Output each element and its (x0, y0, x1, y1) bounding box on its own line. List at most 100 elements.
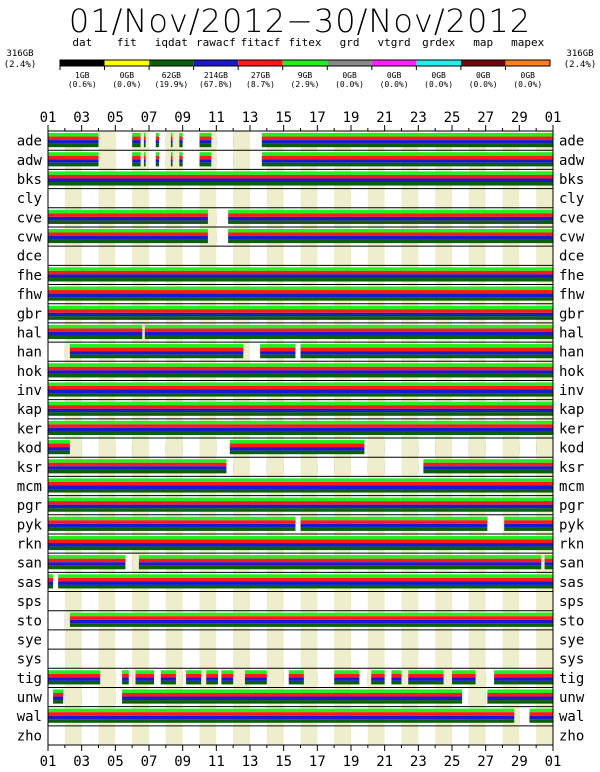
gap (300, 247, 318, 263)
gap (401, 650, 419, 666)
station-row-inv: inv inv (17, 382, 584, 401)
legend-label-iqdat: iqdat (155, 36, 188, 49)
gap (519, 727, 537, 743)
gap (317, 631, 335, 647)
gap (367, 650, 385, 666)
gap (165, 132, 171, 148)
station-label-right: ker (559, 421, 584, 437)
gap (300, 631, 318, 647)
data-stripe (48, 232, 553, 237)
gap (216, 727, 234, 743)
gap (367, 190, 385, 206)
station-row-bks: bks bks (17, 171, 584, 190)
legend-pct-dat: (0.6%) (68, 80, 97, 89)
gap (182, 132, 200, 148)
gap (218, 669, 222, 685)
gap (182, 593, 200, 609)
gap (485, 439, 503, 455)
gap (98, 151, 116, 167)
data-stripe (48, 389, 553, 394)
station-label-right: adw (559, 153, 585, 169)
gap (468, 688, 486, 705)
legend-size-fit: 0GB (120, 71, 135, 80)
data-stripe (48, 324, 553, 329)
station-row-tig: tig tig (17, 669, 584, 688)
legend-pct-iqdat: (19.9%) (155, 80, 189, 89)
legend-pct-mapex: (0.0%) (513, 80, 542, 89)
gap (536, 247, 553, 263)
gap (283, 190, 301, 206)
x-tick-label-top: 01 (545, 110, 562, 126)
data-stripe (48, 574, 553, 578)
x-tick-label-top: 27 (477, 110, 494, 126)
gap (64, 650, 82, 666)
gap (300, 593, 318, 609)
gap (216, 593, 234, 609)
station-label-left: adw (17, 153, 43, 169)
data-stripe (48, 363, 553, 367)
gap (81, 688, 99, 705)
station-row-gbr: gbr gbr (17, 305, 584, 324)
gap (351, 247, 368, 263)
gap (502, 439, 520, 455)
gap (199, 631, 217, 647)
gap (435, 727, 452, 743)
gap (317, 190, 335, 206)
gap (452, 190, 469, 206)
gap (468, 439, 486, 455)
station-label-left: unw (17, 690, 43, 706)
station-label-left: sto (17, 613, 42, 629)
gap (207, 228, 217, 244)
gap (145, 132, 149, 148)
data-stripe (48, 696, 553, 701)
station-label-right: bks (559, 172, 584, 188)
station-row-ade: ade ade (17, 132, 584, 151)
data-stripe (48, 270, 553, 275)
gap (351, 650, 368, 666)
legend-size-vtgrd: 0GB (387, 71, 402, 80)
station-label-right: han (559, 345, 584, 361)
station-label-right: kod (559, 441, 584, 457)
gap (159, 151, 166, 167)
gap (435, 247, 452, 263)
data-stripe (48, 680, 553, 685)
gap (295, 343, 301, 359)
station-label-right: unw (559, 690, 585, 706)
data-stripe (48, 274, 553, 278)
gap (145, 151, 149, 167)
station-label-left: sye (17, 632, 42, 648)
data-stripe (48, 431, 553, 435)
gap (283, 727, 301, 743)
data-stripe (48, 209, 553, 214)
x-tick-label-bottom: 21 (376, 754, 393, 770)
gap (317, 247, 335, 263)
gap (98, 247, 116, 263)
legend-pct-grd: (0.0%) (335, 80, 364, 89)
gap (132, 439, 149, 455)
gap (283, 593, 301, 609)
gap (502, 650, 520, 666)
legend-frame (59, 59, 551, 67)
gap (266, 669, 284, 685)
data-stripe (48, 162, 553, 167)
gap (165, 631, 183, 647)
gap (125, 554, 133, 570)
station-label-left: mcm (17, 479, 42, 495)
gap (283, 669, 289, 685)
gap (351, 593, 368, 609)
gap (211, 132, 217, 148)
gap (359, 669, 368, 685)
station-row-ksr: ksr ksr (17, 458, 584, 477)
x-tick-label-top: 05 (107, 110, 124, 126)
gap (435, 190, 452, 206)
data-stripe (48, 619, 553, 624)
legend-swatch-iqdat (149, 60, 194, 66)
data-stripe (48, 373, 553, 378)
station-label-left: fhe (17, 268, 42, 284)
gap (334, 458, 351, 474)
station-label-left: bks (17, 172, 42, 188)
gap (199, 439, 217, 455)
gap (201, 669, 207, 685)
data-stripe (48, 174, 553, 179)
